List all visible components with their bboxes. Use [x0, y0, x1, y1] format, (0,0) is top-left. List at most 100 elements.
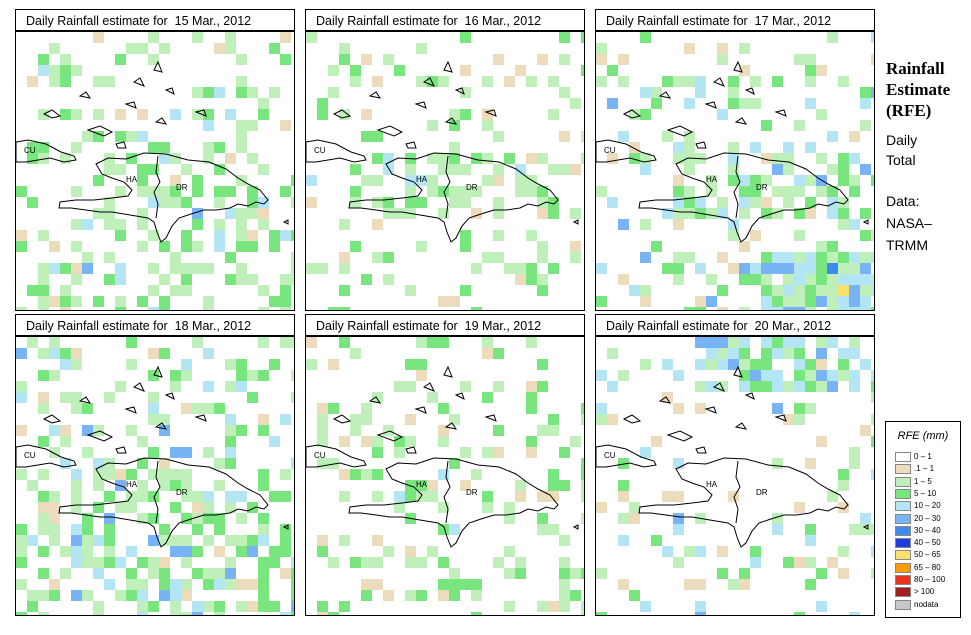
rain-cell [860, 274, 871, 285]
island-coastline [282, 219, 289, 225]
rain-cell [537, 208, 548, 219]
rain-cell [159, 241, 170, 252]
rain-cell [607, 414, 618, 425]
rain-cell [328, 612, 339, 615]
rain-cell [383, 590, 394, 601]
legend-swatch [895, 452, 911, 462]
rain-cell [570, 98, 581, 109]
rain-cell [805, 197, 816, 208]
map-svg: CU HA DR [16, 32, 294, 310]
rain-cell [750, 557, 761, 568]
legend-label: 0 – 1 [914, 452, 932, 461]
rain-cell [148, 370, 159, 381]
rain-cell [280, 120, 291, 131]
rain-cell [38, 546, 49, 557]
rain-cell [181, 612, 192, 615]
rain-cell [258, 590, 269, 601]
period-line: Total [886, 152, 916, 168]
data-source-line: TRMM [886, 237, 928, 253]
legend-swatch [895, 476, 911, 487]
island-coastline [86, 430, 114, 442]
rain-cell [192, 219, 203, 230]
rain-cell [16, 535, 27, 546]
rain-cell [137, 131, 148, 142]
rain-cell [225, 208, 236, 219]
rain-cell [247, 535, 258, 546]
rain-cell [772, 252, 783, 263]
rain-cell [126, 590, 137, 601]
rain-cell [416, 175, 427, 186]
rain-cell [236, 491, 247, 502]
rain-cell [104, 252, 115, 263]
rain-cell [115, 186, 126, 197]
rain-cell [16, 469, 27, 480]
legend-swatch [895, 525, 911, 536]
rain-cell [38, 109, 49, 120]
rainfall-grid [16, 337, 294, 615]
rain-cell [291, 263, 294, 274]
rain-cell [559, 87, 570, 98]
rain-cell [82, 513, 93, 524]
rain-cell [306, 263, 317, 274]
rain-cell [104, 219, 115, 230]
island-coastline [622, 414, 642, 424]
rain-cell [405, 557, 416, 568]
rain-cell [170, 285, 181, 296]
rain-cell [695, 612, 706, 615]
rain-cell [60, 65, 71, 76]
rain-cell [258, 370, 269, 381]
rain-cell [258, 568, 269, 579]
rain-cell [717, 359, 728, 370]
rain-cell [739, 263, 750, 274]
rain-cell [482, 76, 493, 87]
rain-cell [71, 392, 82, 403]
rain-cell [805, 142, 816, 153]
rainfall-panel-3: Daily Rainfall estimate for 17 Mar., 201… [595, 9, 875, 311]
rain-cell [706, 274, 717, 285]
legend-label: 40 – 50 [914, 538, 941, 548]
rain-cell [772, 153, 783, 164]
rain-cell [291, 252, 294, 263]
rain-cell [772, 307, 783, 310]
rain-cell [269, 43, 280, 54]
map-svg: CU HA DR [596, 32, 874, 310]
island-coastline [194, 414, 207, 422]
rain-cell [16, 546, 27, 557]
rain-cell [816, 381, 827, 392]
island-coastline [164, 87, 175, 95]
rain-cell [258, 601, 269, 612]
rain-cell [280, 230, 291, 241]
rain-cell [27, 480, 38, 491]
rain-cell [339, 436, 350, 447]
rain-cell [838, 164, 849, 175]
rain-cell [148, 601, 159, 612]
rain-cell [548, 263, 559, 274]
rain-cell [526, 447, 537, 458]
rain-cell [504, 546, 515, 557]
rain-cell [372, 491, 383, 502]
rain-cell [214, 601, 225, 612]
rain-cell [159, 197, 170, 208]
rainfall-grid [306, 32, 584, 310]
rain-cell [236, 241, 247, 252]
rain-cell [427, 120, 438, 131]
rain-cell [115, 274, 126, 285]
rain-cell [849, 131, 860, 142]
rain-cell [871, 230, 874, 241]
rain-cell [148, 197, 159, 208]
rain-cell [607, 98, 618, 109]
rain-cell [673, 76, 684, 87]
rain-cell [706, 208, 717, 219]
rain-cell [673, 153, 684, 164]
rain-cell [16, 392, 27, 403]
rain-cell [16, 612, 27, 615]
rain-cell [93, 601, 104, 612]
rain-cell [181, 590, 192, 601]
rain-cell [71, 142, 82, 153]
island-coastline [454, 392, 465, 400]
rain-cell [471, 612, 482, 615]
rain-cell [280, 524, 291, 535]
rain-cell [493, 381, 504, 392]
country-label-dr: DR [756, 183, 768, 192]
rain-cell [93, 76, 104, 87]
